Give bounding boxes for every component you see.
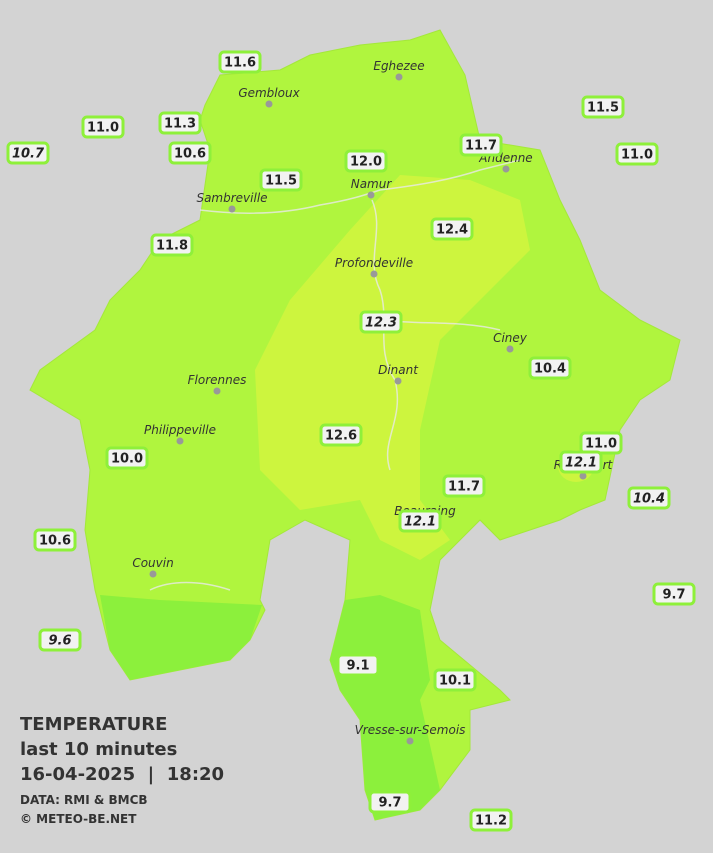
city-dot bbox=[228, 205, 236, 213]
legend-subtitle: last 10 minutes bbox=[20, 739, 177, 760]
station-box bbox=[158, 111, 202, 135]
station-value: 11.5 bbox=[587, 101, 619, 116]
station-value: 11.8 bbox=[156, 239, 188, 254]
city-label: Eghezee bbox=[373, 59, 424, 73]
legend-source: DATA: RMI & BMCB bbox=[20, 793, 148, 807]
station-box bbox=[398, 509, 442, 533]
city-label: Couvin bbox=[132, 556, 173, 570]
legend-credit: © METEO-BE.NET bbox=[20, 812, 137, 826]
station-box bbox=[615, 142, 659, 166]
station-box bbox=[459, 133, 503, 157]
station-box bbox=[469, 808, 513, 832]
station-value: 10.6 bbox=[39, 534, 71, 549]
station-value: 10.4 bbox=[534, 362, 566, 377]
station-box bbox=[627, 486, 671, 510]
cool-zone bbox=[330, 595, 440, 820]
warm-zone bbox=[255, 175, 530, 560]
station-box bbox=[368, 790, 412, 814]
station-value: 11.7 bbox=[465, 139, 497, 154]
station-box bbox=[430, 217, 474, 241]
cities: EghezeeGemblouxAndenneNamurSambrevillePr… bbox=[132, 59, 614, 745]
station-box bbox=[528, 356, 572, 380]
river bbox=[149, 159, 521, 591]
station-box bbox=[359, 310, 403, 334]
station-box bbox=[81, 115, 125, 139]
city-dot bbox=[506, 345, 514, 353]
station-value: 11.0 bbox=[585, 437, 617, 452]
station-value: 12.1 bbox=[565, 456, 597, 471]
city-dot bbox=[370, 270, 378, 278]
station-value: 11.0 bbox=[87, 121, 119, 136]
legend-title: TEMPERATURE bbox=[20, 714, 167, 735]
station-value: 10.7 bbox=[12, 147, 45, 162]
city-dot bbox=[149, 570, 157, 578]
station-value: 10.0 bbox=[111, 452, 143, 467]
station-box bbox=[218, 50, 262, 74]
stations: 11.6 11.0 11.3 10.7 10.6 11.5 12.0 11.7 11.5 11.0… bbox=[6, 50, 696, 832]
city-dot bbox=[406, 737, 414, 745]
station-value: 10.1 bbox=[439, 674, 471, 689]
station-box bbox=[442, 474, 486, 498]
station-value: 11.3 bbox=[164, 117, 196, 132]
station-box bbox=[38, 628, 82, 652]
city-dot bbox=[176, 437, 184, 445]
station-box bbox=[652, 582, 696, 606]
station-value: 9.6 bbox=[48, 634, 71, 649]
city-label: Sambreville bbox=[196, 191, 267, 205]
city-dot bbox=[502, 165, 510, 173]
station-box bbox=[336, 653, 380, 677]
city-label: Philippeville bbox=[144, 423, 216, 437]
city-dot bbox=[579, 472, 587, 480]
station-value: 12.4 bbox=[436, 223, 468, 238]
station-value: 10.4 bbox=[633, 492, 665, 507]
station-box bbox=[581, 95, 625, 119]
station-box bbox=[559, 450, 603, 474]
station-value: 12.6 bbox=[325, 429, 357, 444]
city-dot bbox=[367, 191, 375, 199]
station-value: 11.0 bbox=[621, 148, 653, 163]
station-value: 11.5 bbox=[265, 174, 297, 189]
city-label: Florennes bbox=[188, 373, 247, 387]
station-box bbox=[33, 528, 77, 552]
station-value: 12.0 bbox=[350, 155, 382, 170]
station-value: 11.2 bbox=[475, 814, 507, 829]
station-box bbox=[259, 168, 303, 192]
station-box bbox=[319, 423, 363, 447]
city-dot bbox=[265, 100, 273, 108]
station-box bbox=[6, 141, 50, 165]
city-label: Profondeville bbox=[335, 256, 413, 270]
city-label: Vresse-sur-Semois bbox=[355, 723, 466, 737]
station-box bbox=[433, 668, 477, 692]
station-value: 11.6 bbox=[224, 56, 256, 71]
station-value: 10.6 bbox=[174, 147, 206, 162]
city-label: Gembloux bbox=[238, 86, 300, 100]
station-box bbox=[150, 233, 194, 257]
station-value: 11.7 bbox=[448, 480, 480, 495]
city-label: Namur bbox=[351, 177, 393, 191]
cool-zone bbox=[100, 595, 262, 680]
city-label: Dinant bbox=[378, 363, 419, 377]
city-label: Ciney bbox=[493, 331, 528, 345]
legend-datetime: 16-04-2025 | 18:20 bbox=[20, 764, 224, 785]
station-value: 12.3 bbox=[365, 316, 397, 331]
station-value: 9.7 bbox=[378, 796, 401, 811]
city-dot bbox=[395, 73, 403, 81]
station-box bbox=[105, 446, 149, 470]
station-value: 12.1 bbox=[404, 515, 436, 530]
station-value: 9.7 bbox=[662, 588, 685, 603]
city-dot bbox=[213, 387, 221, 395]
station-value: 9.1 bbox=[346, 659, 369, 674]
station-box bbox=[344, 149, 388, 173]
city-dot bbox=[394, 377, 402, 385]
station-box bbox=[168, 141, 212, 165]
